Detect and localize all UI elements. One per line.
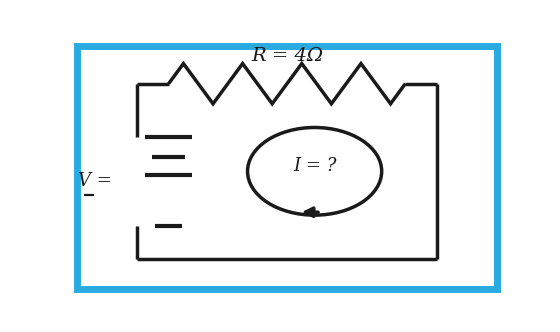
Text: R = 4Ω: R = 4Ω <box>251 47 323 65</box>
Text: I = ?: I = ? <box>293 157 337 175</box>
Text: V =: V = <box>77 172 111 190</box>
